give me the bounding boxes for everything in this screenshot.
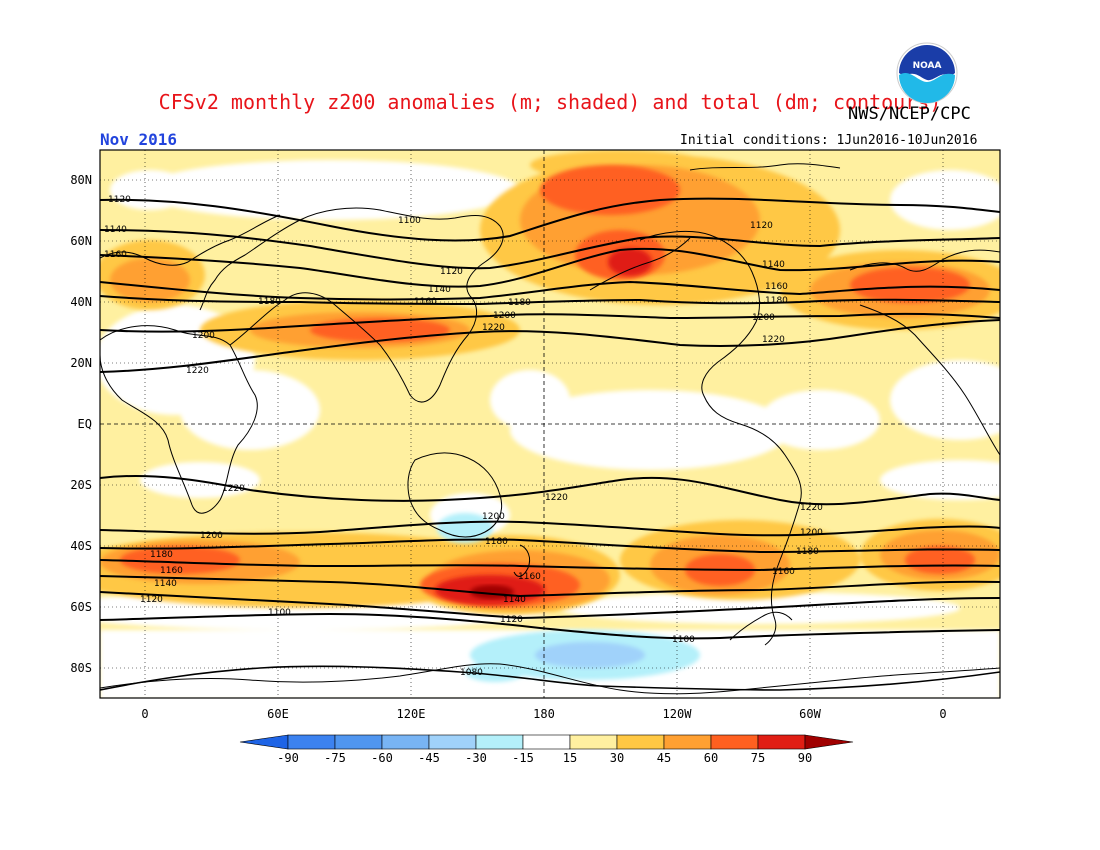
contour-label: 1200 [493, 311, 516, 321]
contour-label-group: 1120 1140 1160 1180 1200 1220 1100 1120 … [104, 195, 823, 678]
contour-label: 1160 [414, 297, 437, 307]
contour-label: 1180 [485, 537, 508, 547]
contour-label: 1140 [428, 285, 451, 295]
contour-label: 1180 [150, 550, 173, 560]
colorbar-segment [287, 734, 336, 750]
contour-label: 1180 [258, 297, 281, 307]
colorbar-tick-label: 75 [751, 751, 765, 765]
contour-label: 1200 [800, 528, 823, 538]
colorbar-tick-label: -45 [418, 751, 440, 765]
total-contours [100, 197, 1000, 691]
colorbar-tick-label: -30 [465, 751, 487, 765]
contour-label: 1220 [482, 323, 505, 333]
lat-label: 40S [70, 539, 92, 553]
contour-label: 1120 [440, 267, 463, 277]
contour-label: 1220 [545, 493, 568, 503]
credit-label: NWS/NCEP/CPC [848, 104, 971, 124]
colorbar-tick-label: 60 [704, 751, 718, 765]
lon-label: 60E [267, 707, 289, 721]
contour-label: 1140 [762, 260, 785, 270]
lon-label: 0 [939, 707, 946, 721]
contour-label: 1140 [154, 579, 177, 589]
lat-label: 20N [70, 356, 92, 370]
noaa-logo-icon: NOAA [896, 42, 958, 104]
colorbar-segment [757, 734, 806, 750]
colorbar-arrow-low [239, 734, 289, 750]
contour-label: 1200 [192, 331, 215, 341]
colorbar-tick-label: -90 [277, 751, 299, 765]
contour-label: 1100 [398, 216, 421, 226]
colorbar-tick-label: 15 [563, 751, 577, 765]
colorbar-segment [334, 734, 383, 750]
period-label: Nov 2016 [100, 130, 178, 149]
colorbar-segment [663, 734, 712, 750]
contour-label: 1160 [772, 567, 795, 577]
colorbar-segment [616, 734, 665, 750]
colorbar-segment [381, 734, 430, 750]
contour-label: 1140 [104, 225, 127, 235]
contour-label: 1120 [140, 595, 163, 605]
lon-label: 120W [663, 707, 693, 721]
contour-label: 1220 [762, 335, 785, 345]
latitude-labels: 80N 60N 40N 20N EQ 20S 40S 60S 80S [70, 173, 92, 675]
contour-label: 1200 [752, 313, 775, 323]
grid-lines [100, 150, 1000, 698]
contour-label: 1220 [222, 484, 245, 494]
lat-label: EQ [78, 417, 92, 431]
contour-label: 1220 [800, 503, 823, 513]
contour-label: 1220 [186, 366, 209, 376]
lat-label: 60N [70, 234, 92, 248]
lat-label: 80S [70, 661, 92, 675]
contour-label: 1080 [460, 668, 483, 678]
colorbar-segment [569, 734, 618, 750]
colorbar-arrow-high [804, 734, 854, 750]
lat-label: 20S [70, 478, 92, 492]
colorbar-tick-label: 45 [657, 751, 671, 765]
contour-label: 1160 [160, 566, 183, 576]
chart-title: CFSv2 monthly z200 anomalies (m; shaded)… [158, 90, 942, 114]
contour-label: 1120 [108, 195, 131, 205]
contour-label: 1180 [765, 296, 788, 306]
contour-label: 1160 [518, 572, 541, 582]
longitude-labels: 0 60E 120E 180 120W 60W 0 [141, 707, 946, 721]
colorbar-segment [428, 734, 477, 750]
contour-label: 1200 [200, 531, 223, 541]
contour-label: 1200 [482, 512, 505, 522]
colorbar: -90 -75 -60 -45 -30 -15 15 30 45 60 75 90 [239, 734, 854, 765]
contour-label: 1160 [765, 282, 788, 292]
contour-label: 1100 [672, 635, 695, 645]
contour-label: 1160 [104, 250, 127, 260]
colorbar-tick-label: -60 [371, 751, 393, 765]
coastlines [100, 163, 1000, 695]
colorbar-tick-label: -75 [324, 751, 346, 765]
contour-label: 1120 [500, 615, 523, 625]
lat-label: 80N [70, 173, 92, 187]
colorbar-segment [522, 734, 571, 750]
lon-label: 60W [799, 707, 821, 721]
lon-label: 0 [141, 707, 148, 721]
colorbar-tick-label: 30 [610, 751, 624, 765]
lon-label: 120E [397, 707, 426, 721]
initial-conditions-label: Initial conditions: 1Jun2016-10Jun2016 [680, 133, 978, 148]
logo-text: NOAA [913, 61, 942, 71]
lat-label: 40N [70, 295, 92, 309]
contour-label: 1140 [503, 595, 526, 605]
contour-label: 1180 [796, 547, 819, 557]
colorbar-tick-label: 90 [798, 751, 812, 765]
colorbar-segment [710, 734, 759, 750]
lat-label: 60S [70, 600, 92, 614]
colorbar-tick-label: -15 [512, 751, 534, 765]
contour-label: 1180 [508, 298, 531, 308]
contour-label: 1100 [268, 608, 291, 618]
contour-label: 1120 [750, 221, 773, 231]
colorbar-segment [475, 734, 524, 750]
lon-label: 180 [533, 707, 555, 721]
